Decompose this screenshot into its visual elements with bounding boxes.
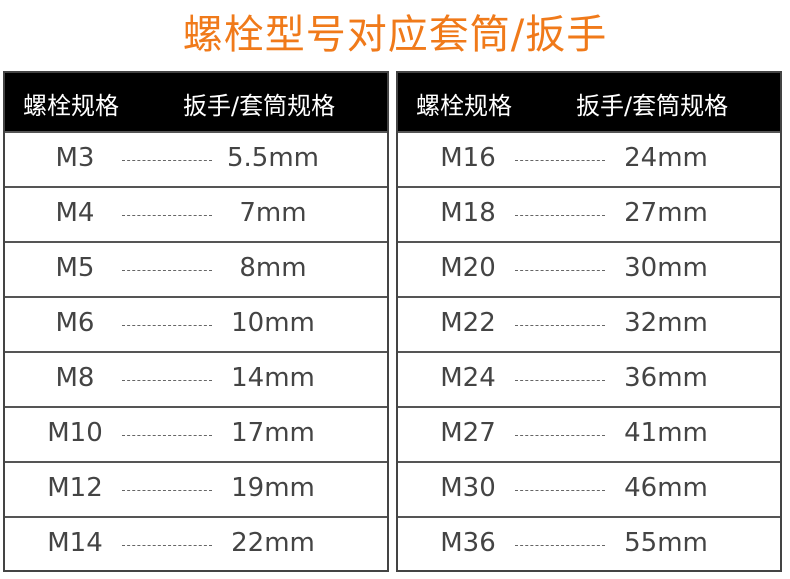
table-row: M14 22mm [5, 516, 387, 571]
wrench-size: 10mm [231, 308, 315, 338]
dotted-leader [515, 160, 605, 161]
table-row: M16 24mm [398, 131, 780, 186]
bolt-size: M14 [47, 528, 103, 558]
header-bolt: 螺栓规格 [23, 92, 119, 120]
dotted-leader [515, 490, 605, 491]
bolt-size: M5 [55, 253, 95, 283]
bolt-size: M20 [440, 253, 496, 283]
table-header: 螺栓规格 扳手/套筒规格 [398, 73, 780, 131]
wrench-size: 14mm [231, 363, 315, 393]
bolt-size: M6 [55, 308, 95, 338]
table-row: M4 7mm [5, 186, 387, 241]
bolt-size: M8 [55, 363, 95, 393]
table-row: M22 32mm [398, 296, 780, 351]
bolt-size: M36 [440, 528, 496, 558]
bolt-size: M30 [440, 473, 496, 503]
bolt-table-right: 螺栓规格 扳手/套筒规格 M16 24mm M18 27mm M20 30mm M22 32m… [396, 71, 782, 572]
dotted-leader [122, 380, 212, 381]
table-row: M3 5.5mm [5, 131, 387, 186]
bolt-size: M12 [47, 473, 103, 503]
wrench-size: 41mm [624, 418, 708, 448]
table-row: M36 55mm [398, 516, 780, 571]
table-row: M6 10mm [5, 296, 387, 351]
table-row: M30 46mm [398, 461, 780, 516]
bolt-size: M3 [55, 143, 95, 173]
dotted-leader [122, 270, 212, 271]
header-bolt: 螺栓规格 [416, 92, 512, 120]
bolt-size: M18 [440, 198, 496, 228]
table-row: M20 30mm [398, 241, 780, 296]
table-row: M5 8mm [5, 241, 387, 296]
dotted-leader [122, 545, 212, 546]
dotted-leader [122, 490, 212, 491]
table-row: M8 14mm [5, 351, 387, 406]
wrench-size: 8mm [239, 253, 307, 283]
dotted-leader [122, 160, 212, 161]
dotted-leader [515, 215, 605, 216]
wrench-size: 36mm [624, 363, 708, 393]
header-wrench: 扳手/套筒规格 [183, 92, 336, 120]
table-row: M12 19mm [5, 461, 387, 516]
dotted-leader [515, 545, 605, 546]
wrench-size: 19mm [231, 473, 315, 503]
table-row: M27 41mm [398, 406, 780, 461]
bolt-size: M27 [440, 418, 496, 448]
wrench-size: 17mm [231, 418, 315, 448]
wrench-size: 27mm [624, 198, 708, 228]
wrench-size: 24mm [624, 143, 708, 173]
header-wrench: 扳手/套筒规格 [576, 92, 729, 120]
wrench-size: 30mm [624, 253, 708, 283]
bolt-size: M4 [55, 198, 95, 228]
page-title: 螺栓型号对应套筒/扳手 [182, 12, 608, 58]
bolt-size: M22 [440, 308, 496, 338]
wrench-size: 5.5mm [226, 143, 319, 173]
wrench-size: 46mm [624, 473, 708, 503]
dotted-leader [515, 435, 605, 436]
table-row: M18 27mm [398, 186, 780, 241]
dotted-leader [122, 325, 212, 326]
wrench-size: 22mm [231, 528, 315, 558]
wrench-size: 32mm [624, 308, 708, 338]
dotted-leader [122, 435, 212, 436]
wrench-size: 55mm [624, 528, 708, 558]
dotted-leader [515, 325, 605, 326]
bolt-table-left: 螺栓规格 扳手/套筒规格 M3 5.5mm M4 7mm M5 8mm M6 10mm M8 14… [3, 71, 389, 572]
table-row: M10 17mm [5, 406, 387, 461]
table-row: M24 36mm [398, 351, 780, 406]
bolt-size: M10 [47, 418, 103, 448]
dotted-leader [122, 215, 212, 216]
bolt-size: M16 [440, 143, 496, 173]
dotted-leader [515, 270, 605, 271]
wrench-size: 7mm [239, 198, 307, 228]
dotted-leader [515, 380, 605, 381]
bolt-size: M24 [440, 363, 496, 393]
table-header: 螺栓规格 扳手/套筒规格 [5, 73, 387, 131]
